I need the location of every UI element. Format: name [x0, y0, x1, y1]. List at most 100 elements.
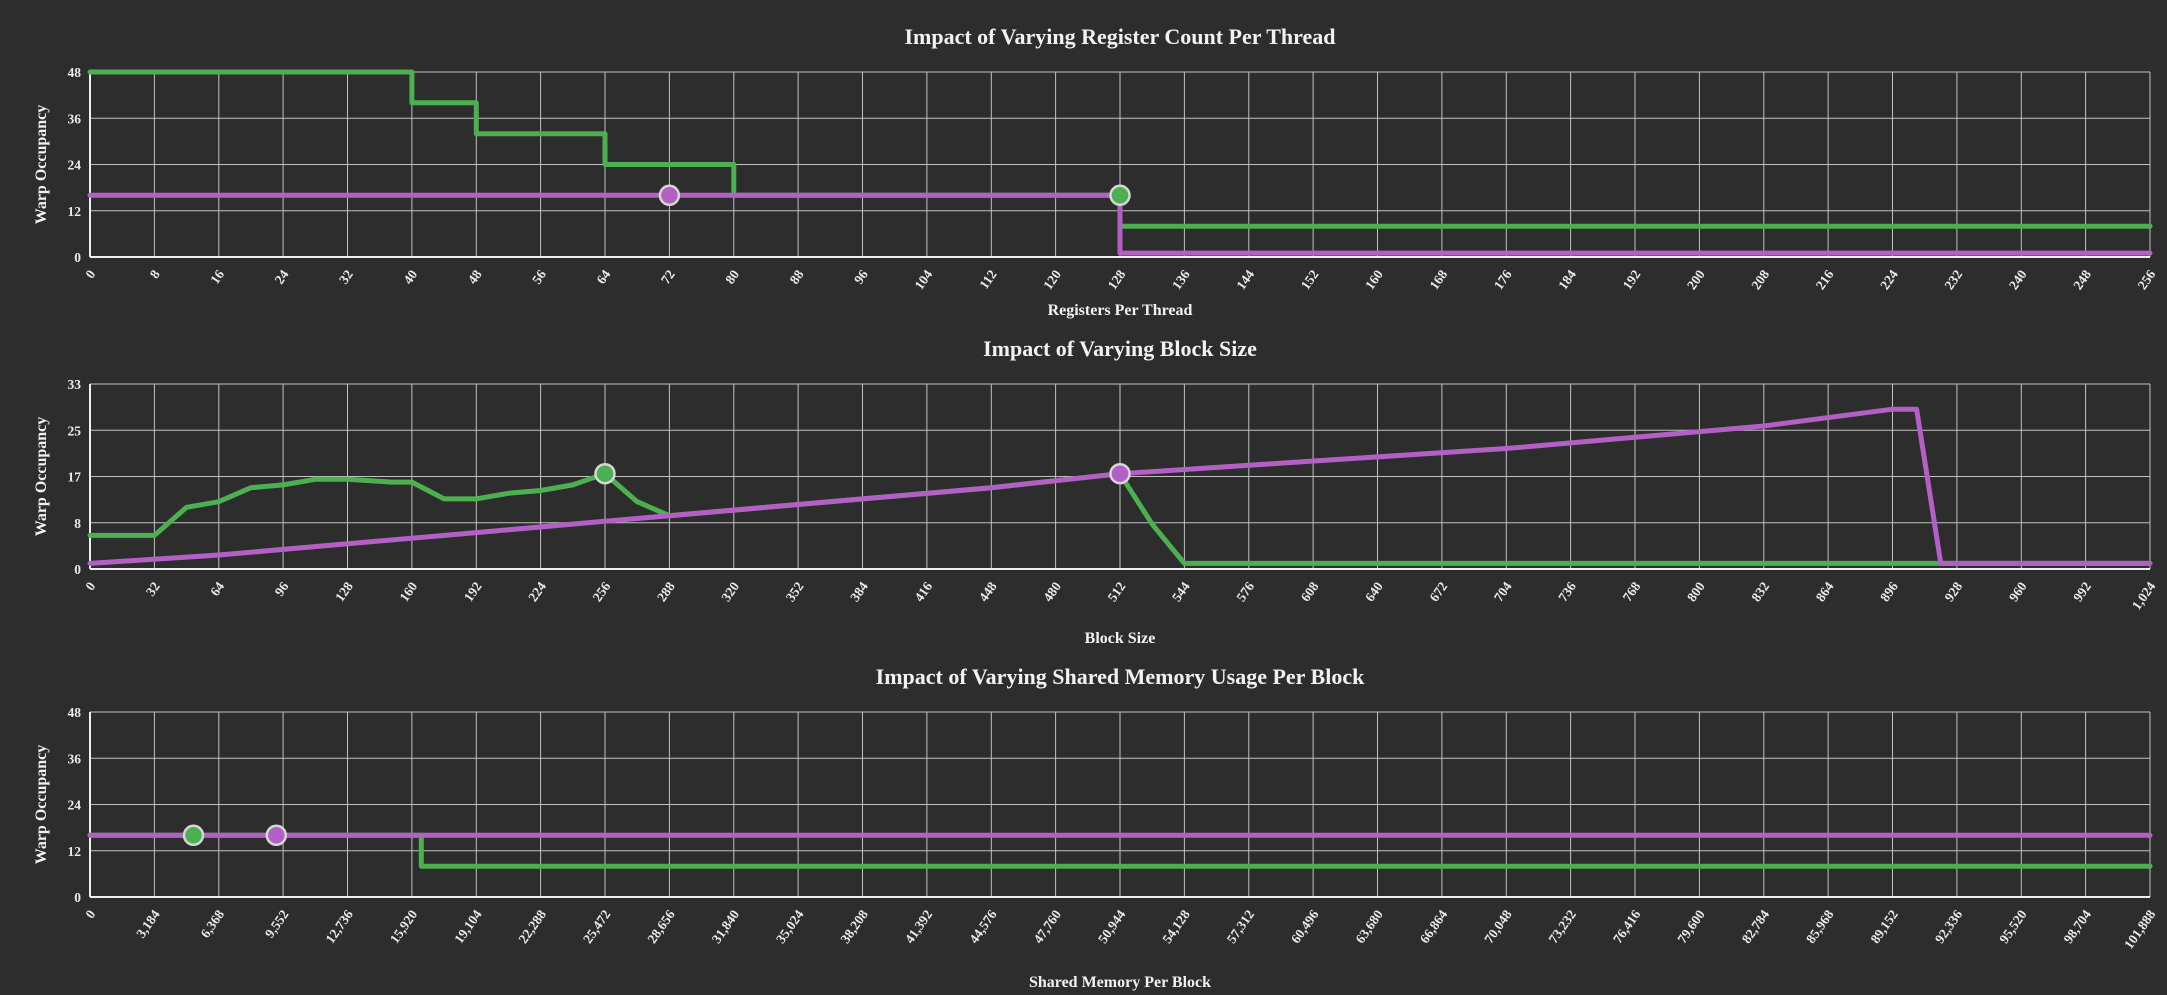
x-axis-title: Block Size	[1085, 630, 1156, 647]
y-tick-label: 24	[68, 798, 82, 813]
chart-2: Impact of Varying Block Size Block Size Wa…	[33, 336, 2159, 647]
x-tick-label: 0	[82, 579, 98, 593]
x-tick-label: 72	[658, 267, 678, 287]
x-tick-label: 19,104	[451, 907, 485, 946]
x-tick-label: 480	[1040, 579, 1064, 604]
x-tick-label: 448	[976, 579, 1000, 604]
x-tick-label: 98,704	[2060, 907, 2094, 946]
y-axis-title: Warp Occupancy	[33, 417, 50, 537]
x-tick-label: 208	[1748, 267, 1772, 292]
x-tick-label: 79,600	[1674, 907, 1708, 946]
x-tick-label: 224	[525, 579, 549, 604]
x-tick-label: 80	[722, 267, 742, 287]
y-axis-title: Warp Occupancy	[33, 105, 50, 225]
x-tick-label: 50,944	[1095, 907, 1129, 946]
x-tick-label: 120	[1040, 267, 1064, 292]
x-tick-label: 96	[851, 267, 871, 287]
x-tick-label: 73,232	[1545, 907, 1579, 946]
x-tick-label: 128	[332, 579, 356, 604]
x-tick-label: 76,416	[1610, 907, 1644, 946]
x-tick-label: 0	[82, 267, 98, 281]
x-tick-label: 40	[400, 267, 420, 287]
x-tick-label: 960	[2006, 579, 2030, 604]
x-tick-label: 32	[336, 267, 356, 287]
x-tick-label: 192	[461, 579, 485, 604]
x-tick-label: 38,208	[837, 907, 871, 946]
x-tick-label: 672	[1426, 579, 1450, 604]
x-tick-label: 384	[847, 579, 871, 604]
y-tick-label: 48	[68, 65, 82, 80]
x-tick-label: 12,736	[322, 907, 356, 946]
x-tick-label: 31,840	[709, 907, 743, 946]
chart-title: Impact of Varying Shared Memory Usage Pe…	[876, 664, 1365, 689]
x-tick-label: 128	[1105, 267, 1129, 292]
x-tick-label: 66,864	[1417, 907, 1451, 946]
x-tick-label: 60,496	[1288, 907, 1322, 946]
y-axis-title: Warp Occupancy	[33, 745, 50, 865]
x-tick-label: 57,312	[1224, 907, 1258, 946]
x-tick-label: 136	[1169, 267, 1193, 292]
chart-1: Impact of Varying Register Count Per Thr…	[33, 24, 2159, 319]
y-tick-label: 12	[68, 844, 82, 859]
x-axis-title: Registers Per Thread	[1048, 302, 1193, 319]
x-tick-label: 63,680	[1352, 907, 1386, 946]
series-purple-line	[87, 406, 2153, 566]
x-tick-label: 44,576	[966, 907, 1000, 946]
x-tick-label: 16	[207, 267, 227, 287]
y-tick-label: 0	[74, 890, 81, 905]
x-axis-title: Shared Memory Per Block	[1029, 974, 1211, 991]
y-tick-label: 36	[68, 751, 82, 766]
x-tick-label: 800	[1684, 579, 1708, 604]
x-tick-label: 176	[1491, 267, 1515, 292]
x-tick-label: 25,472	[580, 907, 614, 946]
x-tick-label: 232	[1941, 267, 1965, 292]
x-tick-label: 3,184	[133, 907, 163, 941]
x-tick-label: 41,392	[902, 907, 936, 946]
x-tick-label: 88	[787, 267, 807, 287]
x-tick-label: 192	[1620, 267, 1644, 292]
x-tick-label: 64	[593, 267, 613, 287]
x-tick-label: 82,784	[1739, 907, 1773, 946]
y-tick-label: 36	[68, 111, 82, 126]
marker-dot-purple	[265, 824, 288, 847]
marker-dot-green	[594, 462, 616, 485]
x-tick-label: 200	[1684, 267, 1708, 292]
x-tick-label: 240	[2006, 267, 2030, 292]
x-tick-label: 832	[1748, 579, 1772, 604]
chart-title: Impact of Varying Block Size	[983, 336, 1257, 361]
x-tick-label: 152	[1298, 267, 1322, 292]
x-tick-label: 8	[147, 267, 163, 281]
x-tick-label: 70,048	[1481, 907, 1515, 946]
x-tick-label: 160	[1362, 267, 1386, 292]
x-tick-label: 608	[1298, 579, 1322, 604]
y-tick-label: 25	[68, 423, 82, 438]
series-purple-line	[87, 192, 2153, 256]
x-tick-label: 24	[272, 267, 292, 287]
y-tick-label: 0	[74, 562, 81, 577]
x-tick-label: 248	[2070, 267, 2094, 292]
marker-dot-purple	[658, 184, 681, 207]
y-tick-label: 0	[74, 250, 81, 265]
x-tick-label: 32	[143, 579, 163, 599]
x-tick-label: 112	[976, 267, 1000, 292]
x-tick-label: 736	[1555, 579, 1579, 604]
x-tick-label: 28,656	[644, 907, 678, 946]
chart-title: Impact of Varying Register Count Per Thr…	[904, 24, 1335, 49]
x-tick-label: 48	[465, 267, 485, 287]
x-tick-label: 216	[1813, 267, 1837, 292]
x-tick-label: 56	[529, 267, 549, 287]
x-tick-label: 184	[1555, 267, 1579, 292]
x-tick-label: 54,128	[1159, 907, 1193, 946]
x-tick-label: 576	[1233, 579, 1257, 604]
marker-dot-green	[1109, 184, 1131, 207]
y-tick-label: 24	[68, 158, 82, 173]
marker-dot-purple	[1109, 462, 1131, 485]
x-tick-label: 89,152	[1867, 907, 1901, 946]
x-tick-label: 864	[1813, 579, 1837, 604]
x-tick-label: 928	[1941, 579, 1965, 604]
x-tick-label: 896	[1877, 579, 1901, 604]
x-tick-label: 512	[1105, 579, 1129, 604]
x-tick-label: 64	[207, 579, 227, 599]
x-tick-label: 95,520	[1996, 907, 2030, 946]
